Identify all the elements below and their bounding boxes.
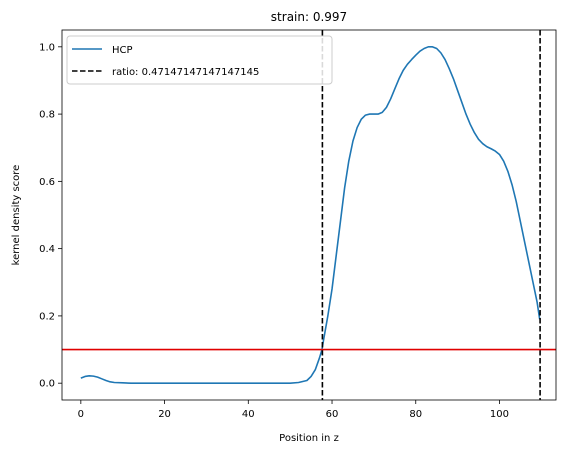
x-tick-label: 60 xyxy=(326,409,339,420)
x-tick-label: 100 xyxy=(490,409,509,420)
chart-title: strain: 0.997 xyxy=(271,10,347,24)
legend-entry-hcp: HCP xyxy=(112,45,133,56)
legend-entry-ratio: ratio: 0.47147147147147145 xyxy=(112,67,259,78)
y-tick-label: 0.4 xyxy=(39,244,55,255)
x-axis-label: Position in z xyxy=(279,433,339,444)
y-axis-label: kernel density score xyxy=(11,165,22,266)
legend: HCP ratio: 0.47147147147147145 xyxy=(66,35,333,85)
series-line-hcp xyxy=(80,46,541,384)
legend-box xyxy=(66,35,333,85)
plot-area xyxy=(61,29,557,401)
x-tick-label: 0 xyxy=(78,409,84,420)
y-tick-label: 0.2 xyxy=(39,311,55,322)
y-tick-label: 0.0 xyxy=(39,379,55,390)
x-tick-label: 40 xyxy=(242,409,255,420)
x-tick-label: 20 xyxy=(158,409,171,420)
x-axis: 0 20 40 60 80 100 xyxy=(78,400,509,420)
x-tick-label: 80 xyxy=(409,409,422,420)
axes-frame xyxy=(61,29,557,401)
y-tick-label: 1.0 xyxy=(39,42,55,53)
y-axis: 0.0 0.2 0.4 0.6 0.8 1.0 xyxy=(39,42,62,390)
y-tick-label: 0.8 xyxy=(39,110,55,121)
y-tick-label: 0.6 xyxy=(39,177,55,188)
